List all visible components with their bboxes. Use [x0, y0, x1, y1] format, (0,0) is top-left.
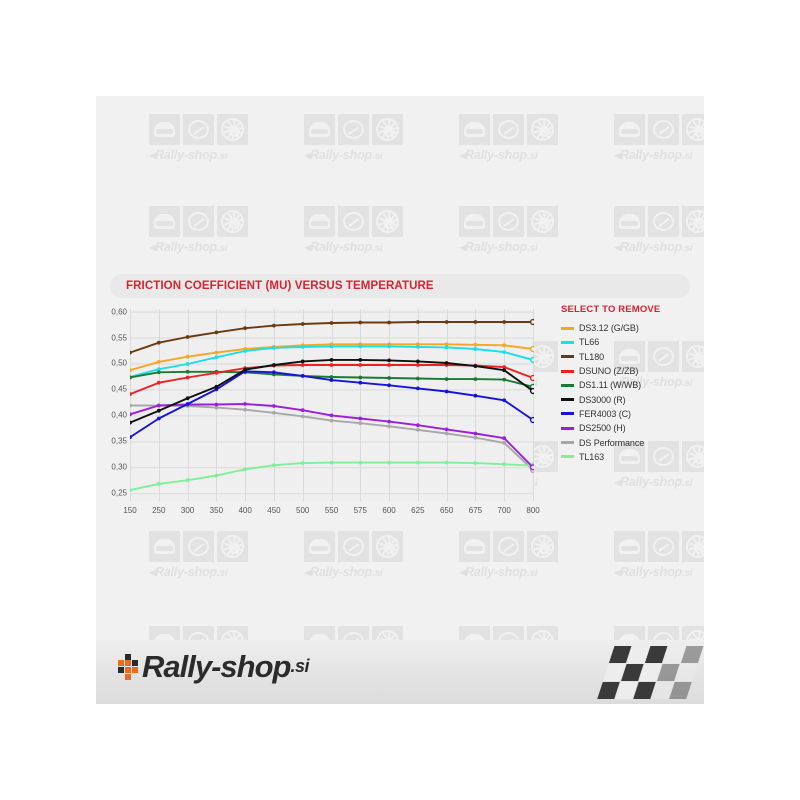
legend-item-label: TL66: [579, 337, 600, 348]
legend-item-label: DS3.12 (G/GB): [579, 323, 639, 334]
chart-title-bar: FRICTION COEFFICIENT (MU) VERSUS TEMPERA…: [110, 274, 690, 298]
y-axis-tick-label: 0,25: [111, 488, 127, 498]
legend-item-label: DSUNO (Z/ZB): [579, 366, 639, 377]
x-axis-tick-label: 800: [526, 506, 540, 515]
x-axis-tick-label: 600: [382, 506, 396, 515]
legend-color-swatch: [561, 398, 574, 402]
legend-color-swatch: [561, 426, 574, 430]
legend-item-ds3-12-g-gb[interactable]: DS3.12 (G/GB): [561, 321, 701, 335]
footer-logo-bar: Rally-shop .si: [96, 640, 704, 704]
x-axis-tick-label: 500: [296, 506, 310, 515]
flag-square: [680, 646, 704, 663]
chart-panel: FRICTION COEFFICIENT (MU) VERSUS TEMPERA…: [96, 96, 704, 704]
legend-item-fer4003-c[interactable]: FER4003 (C): [561, 407, 701, 421]
y-axis-tick-label: 0,30: [111, 462, 127, 472]
legend-item-label: DS Performance: [579, 437, 645, 448]
legend-item-label: DS1.11 (W/WB): [579, 380, 642, 391]
x-axis-tick-label: 250: [152, 506, 166, 515]
x-axis-tick-label: 675: [468, 506, 483, 515]
line-chart-svg: [130, 309, 534, 501]
y-axis-tick-label: 0,40: [111, 410, 127, 420]
legend-color-swatch: [561, 412, 574, 416]
y-axis-tick-label: 0,60: [111, 307, 127, 317]
logo-pixel: [125, 659, 131, 666]
x-axis-tick-label: 700: [497, 506, 511, 515]
logo-pixel: [132, 659, 138, 666]
chart-legend: SELECT TO REMOVE DS3.12 (G/GB) TL66 TL180 D…: [561, 304, 701, 464]
flag-square: [675, 664, 698, 681]
legend-color-swatch: [561, 441, 574, 445]
legend-item-label: DS2500 (H): [579, 423, 626, 434]
legend-item-label: TL163: [579, 451, 605, 462]
legend-item-tl163[interactable]: TL163: [561, 450, 701, 464]
legend-item-list: DS3.12 (G/GB) TL66 TL180 DSUNO (Z/ZB) DS1.11…: [561, 321, 701, 464]
logo-pixel: [118, 666, 124, 673]
logo-pixel: [132, 666, 138, 673]
legend-item-tl66[interactable]: TL66: [561, 335, 701, 349]
y-axis-tick-label: 0,55: [111, 333, 127, 343]
legend-color-swatch: [561, 455, 574, 459]
x-axis-tick-label: 300: [180, 506, 195, 515]
content-card: ◂Rally-shop.si ◂Rally-shop.si ◂Rally-shop.…: [96, 96, 704, 704]
y-axis-tick-label: 0,35: [111, 436, 127, 446]
legend-item-dsuno-z-zb[interactable]: DSUNO (Z/ZB): [561, 364, 701, 378]
logo-pixel: [125, 666, 131, 673]
plot-wrapper: 0,25 0,30 0,35 0,40 0,45 0,50 0,55 0,60 150 250 3…: [106, 304, 546, 519]
legend-color-swatch: [561, 369, 574, 373]
x-axis-tick-label: 650: [439, 506, 454, 515]
x-axis-tick-label: 575: [353, 506, 367, 515]
x-axis-tick-label: 625: [411, 506, 425, 515]
pixel-squares-icon: [118, 653, 140, 680]
legend-item-ds1-11-w-wb[interactable]: DS1.11 (W/WB): [561, 378, 701, 392]
brand-logo: Rally-shop .si: [118, 651, 309, 682]
logo-pixel: [125, 653, 131, 660]
x-axis-labels: 150 250 300 350 400 450 500 550 575 600 625 650 675 7…: [123, 503, 539, 519]
legend-color-swatch: [561, 383, 574, 387]
logo-tld: .si: [290, 656, 309, 676]
checkered-flag-icon: [597, 646, 704, 699]
legend-item-label: TL180: [579, 351, 605, 362]
y-axis-tick-label: 0,50: [111, 358, 127, 368]
legend-item-label: FER4003 (C): [579, 408, 631, 419]
x-axis-tick-label: 350: [209, 506, 224, 515]
legend-color-swatch: [561, 355, 574, 359]
y-axis-tick-label: 0,45: [111, 384, 127, 394]
logo-pixel: [118, 659, 124, 666]
y-axis-labels: 0,25 0,30 0,35 0,40 0,45 0,50 0,55 0,60: [106, 304, 130, 501]
legend-color-swatch: [561, 340, 574, 344]
legend-heading: SELECT TO REMOVE: [561, 304, 661, 315]
legend-item-ds2500-h[interactable]: DS2500 (H): [561, 421, 701, 435]
legend-item-label: DS3000 (R): [579, 394, 626, 405]
legend-color-swatch: [561, 326, 574, 330]
x-axis-tick-label: 150: [123, 506, 137, 515]
x-axis-tick-label: 550: [324, 506, 339, 515]
legend-item-ds3000-r[interactable]: DS3000 (R): [561, 392, 701, 406]
legend-item-ds-performance[interactable]: DS Performance: [561, 435, 701, 449]
plot-area: [130, 309, 534, 501]
logo-pixel: [125, 673, 131, 680]
x-axis-tick-label: 400: [238, 506, 252, 515]
legend-item-tl180[interactable]: TL180: [561, 350, 701, 364]
logo-wordmark: Rally-shop: [142, 649, 291, 684]
page-title: FRICTION COEFFICIENT (MU) VERSUS TEMPERA…: [126, 280, 434, 292]
x-axis-tick-label: 450: [267, 506, 281, 515]
